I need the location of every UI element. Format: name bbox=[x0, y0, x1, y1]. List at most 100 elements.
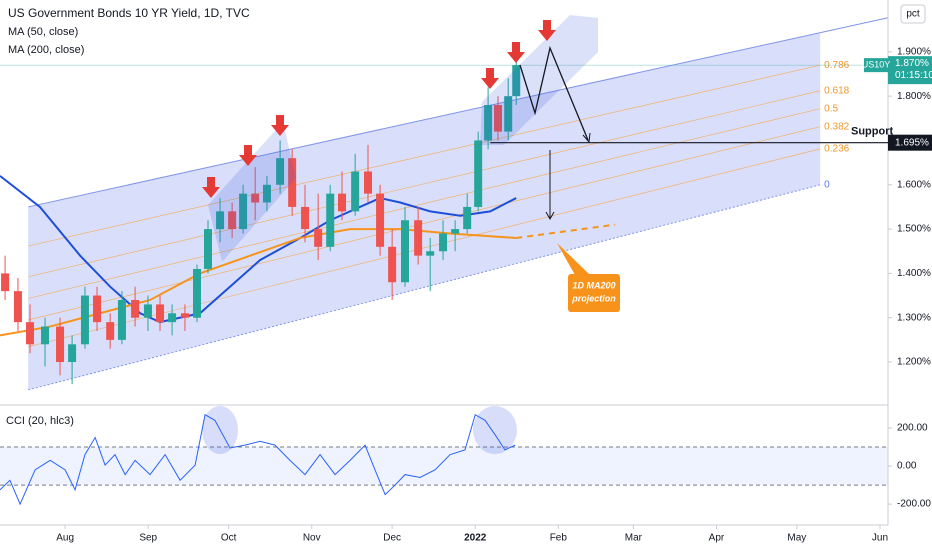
fib-label: 0 bbox=[824, 179, 830, 190]
y-tick-label: 0.00 bbox=[897, 461, 917, 472]
candle-body bbox=[239, 193, 248, 230]
candle-body bbox=[276, 158, 285, 185]
countdown: 01:15:10 bbox=[895, 70, 932, 81]
candle-body bbox=[376, 193, 385, 247]
y-tick-label: 200.00 bbox=[897, 423, 928, 434]
cci-line bbox=[0, 413, 516, 506]
fib-label: 0.618 bbox=[824, 85, 849, 96]
candle-body bbox=[484, 105, 493, 141]
fib-line bbox=[28, 64, 821, 247]
candle-body bbox=[56, 326, 65, 363]
y-tick-label: 1.900% bbox=[897, 46, 931, 57]
candle-body bbox=[117, 299, 126, 340]
red-arrow bbox=[239, 145, 257, 166]
candle-body bbox=[494, 105, 503, 132]
support-label: Support bbox=[851, 126, 893, 138]
candle-body bbox=[414, 220, 423, 256]
fib-label: 0.382 bbox=[824, 121, 849, 132]
candle-body bbox=[364, 171, 373, 194]
support-price-box bbox=[888, 134, 932, 151]
y-tick-label: 1.400% bbox=[897, 268, 931, 279]
candle-body bbox=[288, 158, 297, 207]
candle-body bbox=[68, 344, 77, 363]
candle-body bbox=[26, 322, 35, 345]
x-tick-label: Feb bbox=[550, 533, 568, 544]
candle-body bbox=[338, 193, 347, 212]
legend-entry: MA (200, close) bbox=[8, 44, 84, 56]
callout-pointer bbox=[557, 243, 590, 275]
arrows bbox=[202, 20, 556, 198]
x-tick-label: May bbox=[787, 533, 806, 544]
candle-body bbox=[262, 184, 271, 203]
cci-band bbox=[0, 447, 888, 486]
legend-entry: MA (50, close) bbox=[8, 26, 78, 38]
fib-line bbox=[28, 90, 821, 278]
candle-body bbox=[426, 251, 435, 256]
callout-text: projection bbox=[571, 293, 616, 303]
x-tick-label: Jun bbox=[872, 533, 888, 544]
candle-body bbox=[504, 96, 513, 132]
y-tick-label: 1.600% bbox=[897, 179, 931, 190]
candle-body bbox=[131, 299, 140, 318]
y-tick-label: 1.200% bbox=[897, 357, 931, 368]
candle-body bbox=[13, 291, 22, 323]
arrow-head bbox=[545, 211, 555, 221]
arrow-head bbox=[582, 132, 591, 144]
x-tick-label: 2022 bbox=[464, 533, 487, 544]
candle-body bbox=[93, 295, 102, 323]
y-tick-label: 1.500% bbox=[897, 224, 931, 235]
symbol-label: US10Y bbox=[862, 60, 891, 70]
x-tick-label: Mar bbox=[625, 533, 643, 544]
symbol-box bbox=[864, 58, 888, 73]
candle-body bbox=[1, 273, 10, 292]
channel-fill bbox=[28, 32, 821, 390]
fib-label: 0.236 bbox=[824, 144, 849, 155]
fib-label: 0.5 bbox=[824, 103, 838, 114]
y-tick-label: -200.00 bbox=[897, 499, 931, 510]
candle-body bbox=[439, 233, 448, 252]
candle-body bbox=[351, 171, 360, 212]
x-tick-label: Apr bbox=[709, 533, 725, 544]
highlight-circle bbox=[473, 406, 517, 454]
candle-body bbox=[474, 140, 483, 207]
x-tick-label: Oct bbox=[221, 533, 237, 544]
red-arrow bbox=[202, 177, 220, 198]
moving-average bbox=[0, 175, 517, 324]
red-arrow bbox=[481, 68, 499, 89]
x-tick-label: Sep bbox=[139, 533, 157, 544]
ma-projection bbox=[516, 223, 616, 239]
channel-lower bbox=[28, 184, 821, 391]
scale-button-label[interactable]: pct bbox=[906, 9, 920, 20]
fib-line bbox=[28, 108, 821, 299]
y-tick-label: 1.300% bbox=[897, 312, 931, 323]
candle-body bbox=[80, 295, 89, 345]
candle-body bbox=[180, 313, 189, 318]
scale-button[interactable] bbox=[900, 4, 926, 24]
channel-upper bbox=[28, 17, 889, 208]
cci-pane: 200.00 0.00 -200.00 bbox=[0, 406, 931, 510]
red-arrow bbox=[507, 42, 525, 63]
candle-body bbox=[463, 206, 472, 230]
y-tick-label: 1.800% bbox=[897, 91, 931, 102]
candle-body bbox=[168, 313, 177, 323]
projection-path bbox=[519, 45, 589, 141]
candle-body bbox=[401, 220, 410, 283]
chart-title: US Government Bonds 10 YR Yield, 1D, TVC bbox=[8, 6, 250, 20]
candle-body bbox=[106, 322, 115, 340]
candle-body bbox=[512, 65, 521, 97]
last-price-box bbox=[888, 56, 932, 85]
indicator-title: CCI (20, hlc3) bbox=[6, 415, 74, 427]
candle-body bbox=[228, 211, 237, 230]
candle-body bbox=[203, 229, 212, 269]
red-arrow bbox=[538, 20, 556, 41]
callout bbox=[568, 274, 620, 312]
callout-text: 1D MA200 bbox=[572, 280, 615, 290]
candle-body bbox=[314, 229, 323, 247]
candle-body bbox=[251, 193, 260, 203]
candle-body bbox=[451, 229, 460, 234]
x-tick-label: Nov bbox=[303, 533, 321, 544]
candle-body bbox=[388, 246, 397, 283]
candle-body bbox=[326, 193, 335, 247]
